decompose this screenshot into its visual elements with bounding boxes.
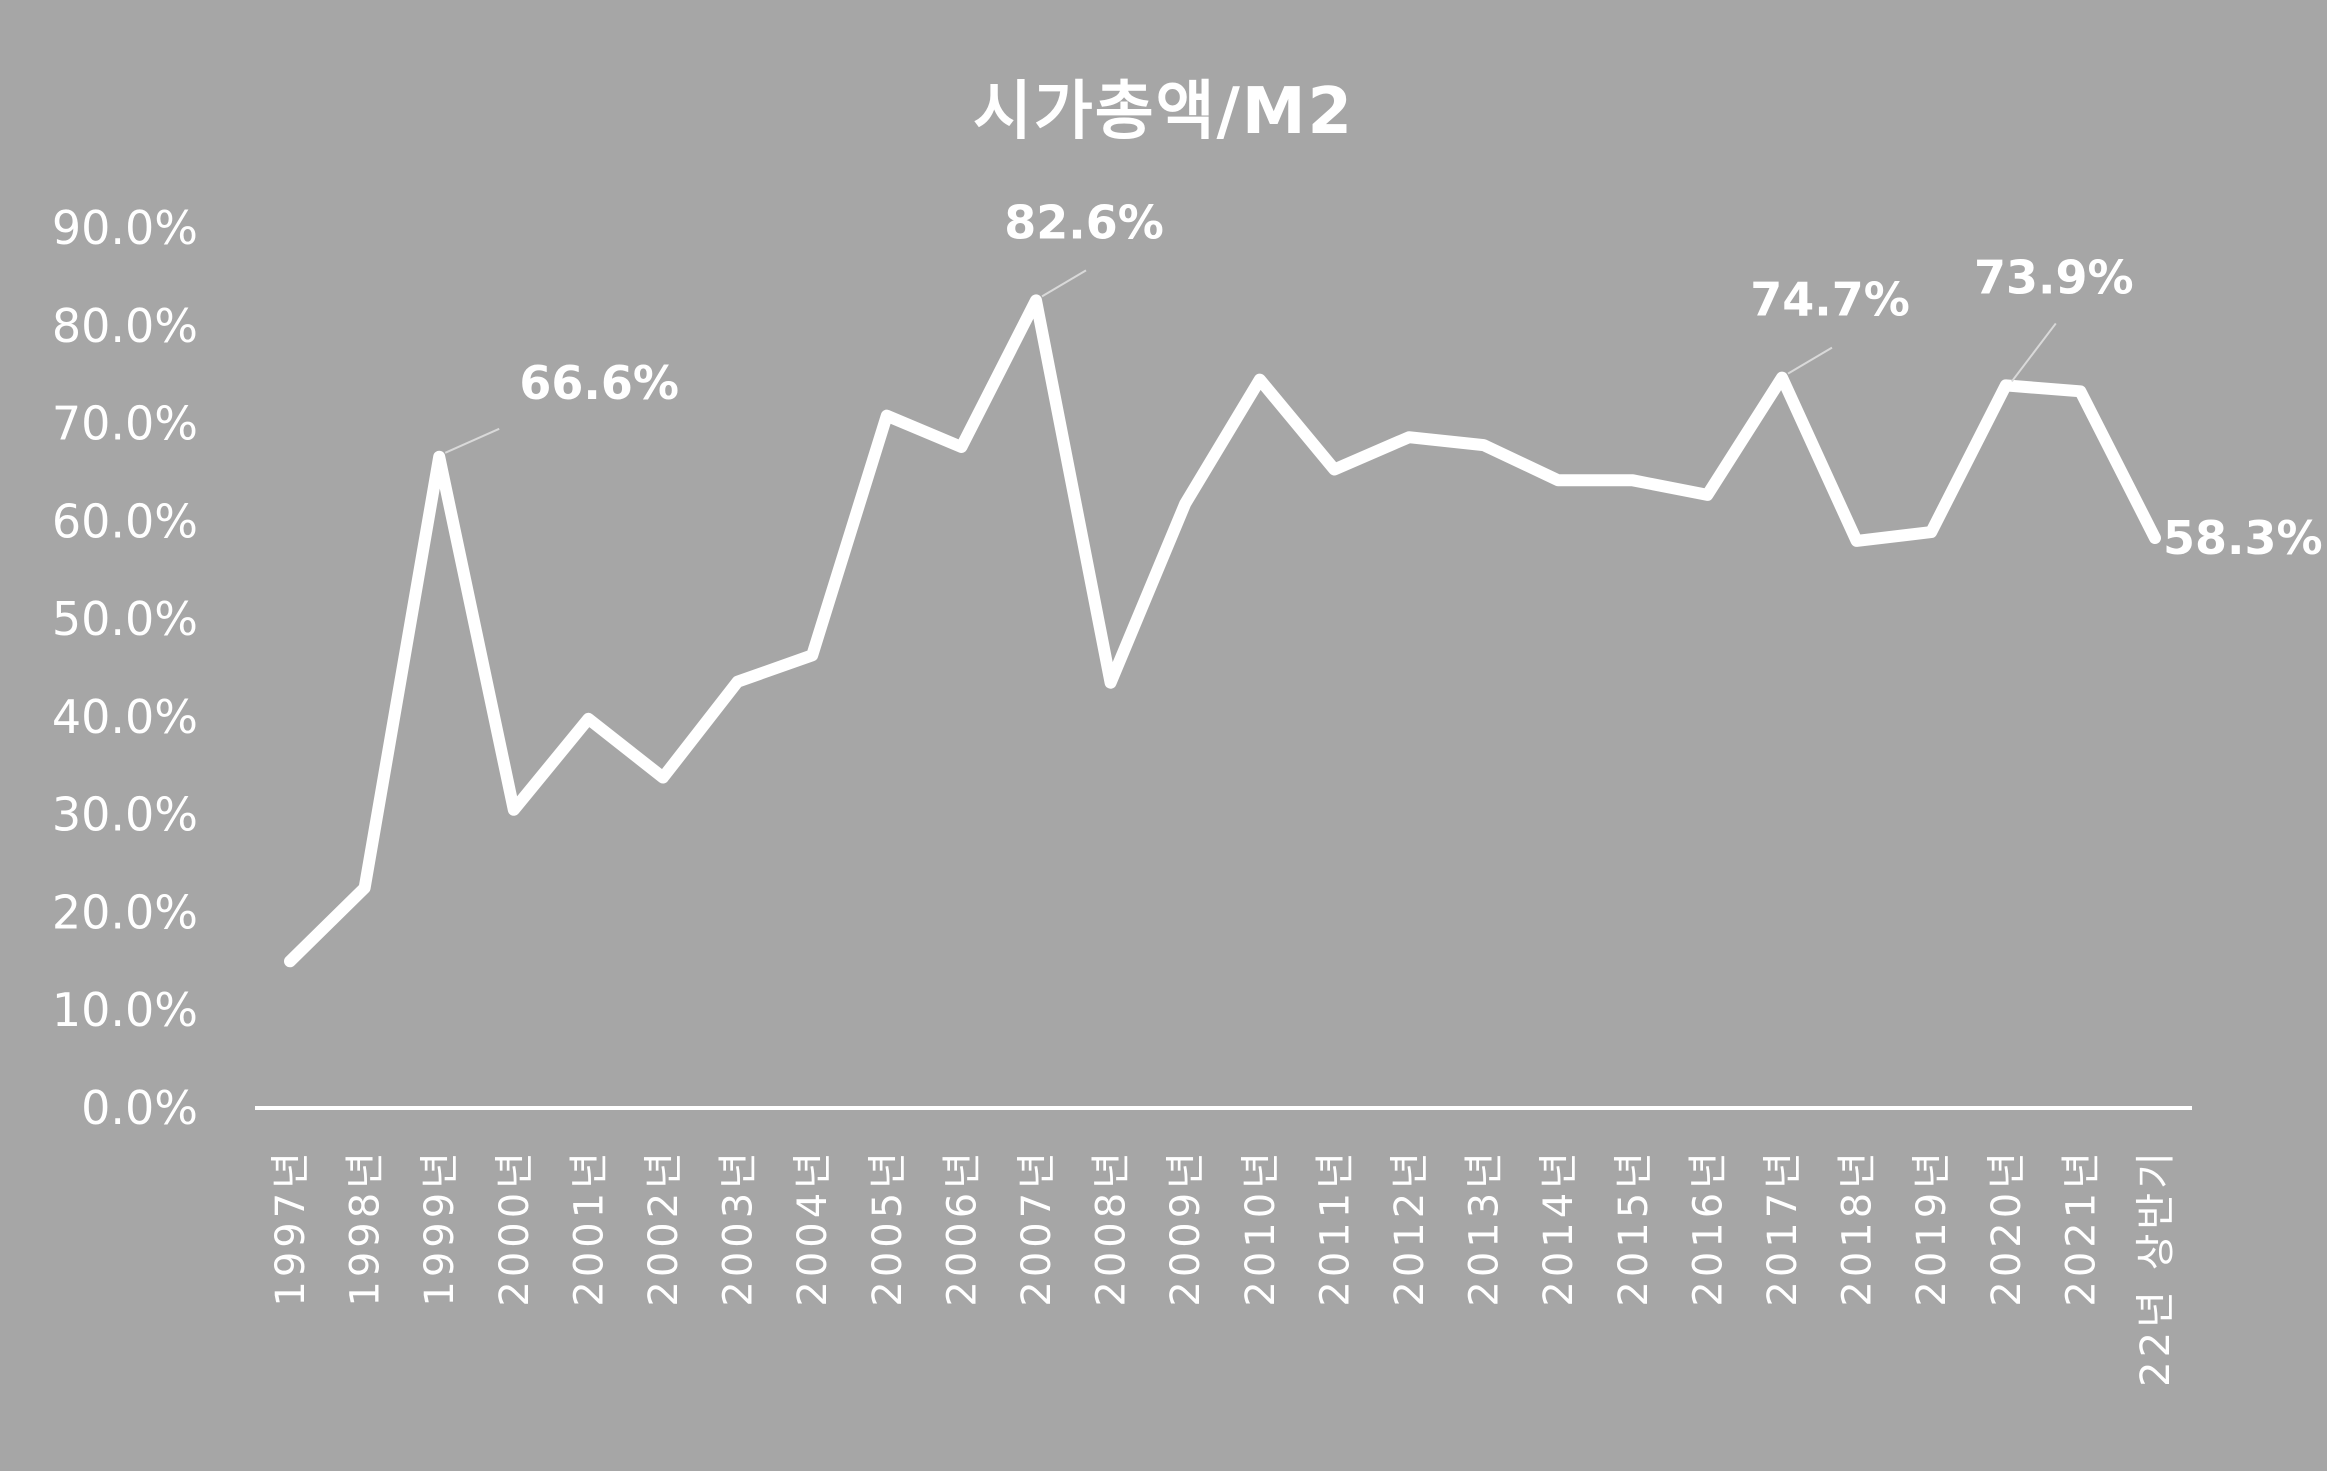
data-point	[1555, 477, 1562, 484]
y-tick-label: 10.0%	[52, 983, 198, 1037]
data-label-leader	[2011, 322, 2057, 383]
data-point	[2077, 388, 2084, 395]
x-tick-label: 1998년	[343, 1148, 389, 1307]
x-tick-label: 2005년	[865, 1148, 911, 1307]
x-tick-label: 2019년	[1909, 1148, 1955, 1307]
y-tick-label: 80.0%	[52, 299, 198, 353]
x-tick-label: 2021년	[2058, 1148, 2104, 1307]
x-tick-label: 2000년	[492, 1148, 538, 1307]
data-label-leader	[1787, 346, 1833, 375]
data-point	[1928, 529, 1935, 536]
data-label-leader	[1041, 269, 1087, 298]
data-point	[1107, 679, 1114, 686]
data-label: 58.3%	[2163, 511, 2323, 565]
x-tick-label: 2007년	[1014, 1148, 1060, 1307]
data-point	[361, 885, 368, 891]
x-tick-label: 2006년	[939, 1148, 985, 1307]
x-tick-label: 2018년	[1835, 1148, 1881, 1307]
x-tick-label: 1997년	[268, 1148, 314, 1307]
y-tick-label: 0.0%	[81, 1081, 198, 1135]
x-tick-label: 2004년	[790, 1148, 836, 1307]
y-tick-label: 20.0%	[52, 885, 198, 939]
chart-title: 시가총액/M2	[972, 75, 1355, 149]
x-tick-label: 2009년	[1163, 1148, 1209, 1307]
x-tick-label: 2010년	[1238, 1148, 1284, 1307]
data-point	[1406, 434, 1412, 441]
data-point	[287, 958, 293, 965]
data-point	[1629, 477, 1636, 484]
data-point	[510, 806, 517, 813]
data-label: 82.6%	[1004, 195, 1164, 249]
data-point	[734, 678, 741, 685]
x-tick-label: 2015년	[1611, 1148, 1657, 1307]
data-label: 66.6%	[519, 356, 679, 410]
x-tick-label: 1999년	[417, 1148, 463, 1307]
data-point	[1704, 491, 1711, 498]
data-point	[1256, 376, 1263, 383]
data-point	[1779, 374, 1785, 381]
x-tick-label: 2020년	[1984, 1148, 2030, 1307]
x-tick-label: 2008년	[1089, 1148, 1135, 1307]
y-tick-label: 40.0%	[52, 690, 198, 744]
data-label-leader	[444, 427, 500, 454]
x-tick-label: 2013년	[1462, 1148, 1508, 1307]
y-tick-label: 60.0%	[52, 494, 198, 548]
data-point	[1331, 466, 1338, 473]
x-tick-label: 2012년	[1387, 1148, 1433, 1307]
y-tick-label: 90.0%	[52, 201, 198, 255]
data-point	[436, 453, 443, 460]
data-point	[1182, 500, 1189, 507]
data-point	[809, 652, 816, 659]
x-tick-label: 2017년	[1760, 1148, 1806, 1307]
data-label: 73.9%	[1974, 250, 2134, 304]
x-tick-label: 2003년	[716, 1148, 762, 1307]
data-point	[2002, 382, 2009, 389]
data-point	[660, 774, 666, 781]
x-tick-label: 2001년	[566, 1148, 612, 1307]
x-tick-label: 2011년	[1312, 1148, 1358, 1307]
data-point	[883, 412, 890, 419]
data-point	[1853, 537, 1860, 544]
data-point	[958, 444, 965, 451]
x-tick-label: 2014년	[1536, 1148, 1582, 1307]
y-tick-label: 50.0%	[52, 592, 198, 646]
x-tick-label: 22년 상반기	[2133, 1148, 2179, 1387]
data-label: 74.7%	[1750, 273, 1910, 327]
data-point	[2152, 534, 2158, 541]
data-point	[1033, 297, 1039, 304]
x-tick-label: 2016년	[1685, 1148, 1731, 1307]
x-tick-label: 2002년	[641, 1148, 687, 1307]
data-point	[585, 715, 592, 722]
series-line	[284, 294, 2161, 968]
y-tick-label: 30.0%	[52, 788, 198, 842]
y-tick-label: 70.0%	[52, 397, 198, 451]
data-point	[1480, 442, 1487, 449]
